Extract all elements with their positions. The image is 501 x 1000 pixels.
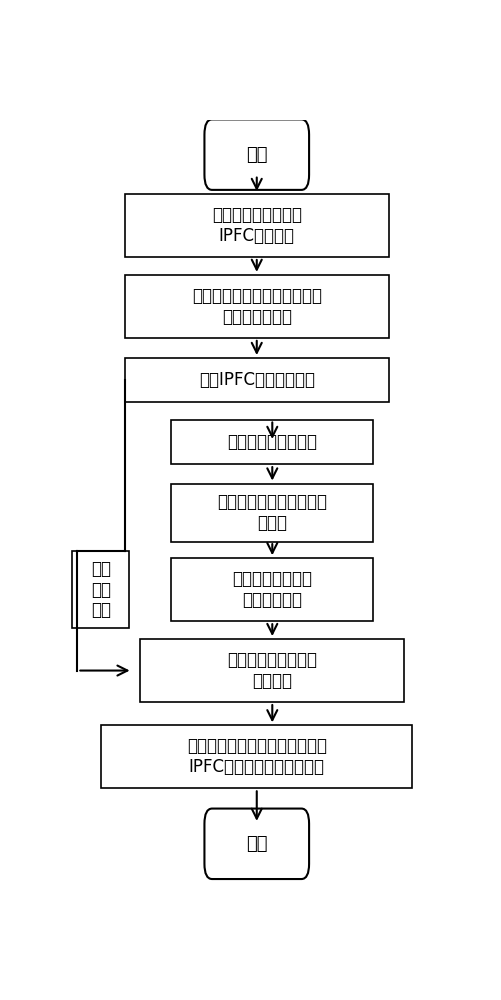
Bar [125,194,389,257]
FancyBboxPatch shape [204,809,309,879]
Text: 结束: 结束 [246,835,268,853]
Text: 制定模糊控制规则表: 制定模糊控制规则表 [227,433,317,451]
Bar [72,551,129,628]
Bar [171,420,373,464]
Bar [171,558,373,621]
Bar [125,275,389,338]
Text: 确定模糊协调控制器
优化目标: 确定模糊协调控制器 优化目标 [227,651,317,690]
Bar [101,725,412,788]
Text: 基于常规控制，建立
IPFC主控制器: 基于常规控制，建立 IPFC主控制器 [212,206,302,245]
Text: 确定
优化
样本: 确定 优化 样本 [91,560,111,619]
FancyBboxPatch shape [204,119,309,190]
Text: 开始: 开始 [246,146,268,164]
Text: 得到优化后的模糊控制器，实现
IPFC不同工况下的协调控制: 得到优化后的模糊控制器，实现 IPFC不同工况下的协调控制 [187,737,327,776]
Text: 选择合适的输入、输出隶
属函数: 选择合适的输入、输出隶 属函数 [217,493,327,532]
Text: 设计IPFC动态控制策略: 设计IPFC动态控制策略 [199,371,315,389]
Bar [125,358,389,402]
Bar [140,639,404,702]
Text: 在所建主控制器基础上，提出
附加调制控制器: 在所建主控制器基础上，提出 附加调制控制器 [192,287,322,326]
Bar [171,484,373,542]
Text: 选取模糊逻辑控制
器的叠加位置: 选取模糊逻辑控制 器的叠加位置 [232,570,312,609]
